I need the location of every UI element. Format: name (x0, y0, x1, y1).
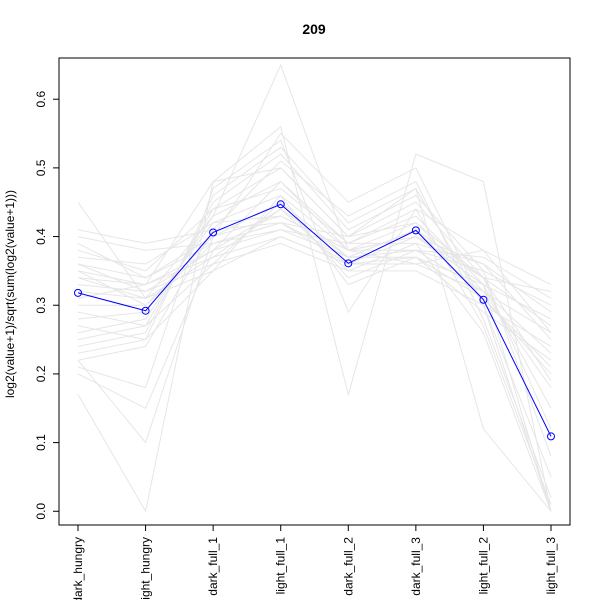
background-series-line (77, 153, 552, 457)
chart-title: 209 (302, 21, 326, 37)
background-series-line (77, 125, 552, 513)
x-tick-label: light_full_3 (544, 537, 558, 595)
background-series-line (77, 180, 552, 334)
background-series-line (77, 194, 552, 368)
background-series-line (77, 194, 552, 388)
data-point (479, 295, 488, 304)
background-series-line (77, 167, 552, 512)
highlight-series-line (77, 203, 552, 437)
background-series-line (77, 222, 552, 306)
background-series-line (77, 208, 552, 512)
y-axis: 0.0 0.1 0.2 0.3 0.4 0.5 0.6 (34, 91, 59, 520)
y-tick-label: 0.4 (34, 228, 48, 245)
y-axis-label: log2(value+1)/sqrt(sum(log2(value+1))) (3, 190, 17, 398)
y-tick-label: 0.1 (34, 434, 48, 451)
background-series-line (77, 222, 552, 382)
y-tick-label: 0.0 (34, 503, 48, 520)
x-tick-label: dark_full_1 (206, 537, 220, 596)
x-tick-label: light_full_1 (274, 537, 288, 595)
background-series-line (77, 229, 552, 340)
data-point (209, 228, 218, 237)
background-series-group (77, 63, 552, 513)
x-tick-label: dark_full_3 (409, 537, 423, 596)
x-tick-label: dark_hungry (71, 537, 85, 600)
background-series-line (77, 132, 552, 512)
data-point (411, 226, 420, 235)
data-point (344, 259, 353, 268)
x-tick-label: dark_full_2 (341, 537, 355, 596)
plot-frame (58, 57, 571, 526)
data-point (547, 432, 555, 441)
x-axis: dark_hungry light_hungry dark_full_1 light_… (71, 525, 558, 600)
background-series-line (77, 201, 552, 354)
y-tick-label: 0.5 (34, 159, 48, 176)
data-point (276, 200, 285, 209)
highlight-series-group (74, 200, 555, 441)
data-point (74, 288, 82, 297)
background-series-line (77, 160, 552, 498)
background-series-line (77, 139, 552, 505)
background-series-line (77, 180, 552, 409)
y-tick-label: 0.2 (34, 365, 48, 382)
background-series-line (77, 242, 552, 347)
x-tick-label: light_hungry (139, 537, 153, 600)
x-tick-label: light_full_2 (476, 537, 490, 595)
y-tick-label: 0.6 (34, 91, 48, 108)
y-tick-label: 0.3 (34, 297, 48, 314)
data-point (141, 306, 150, 315)
background-series-line (77, 222, 552, 313)
